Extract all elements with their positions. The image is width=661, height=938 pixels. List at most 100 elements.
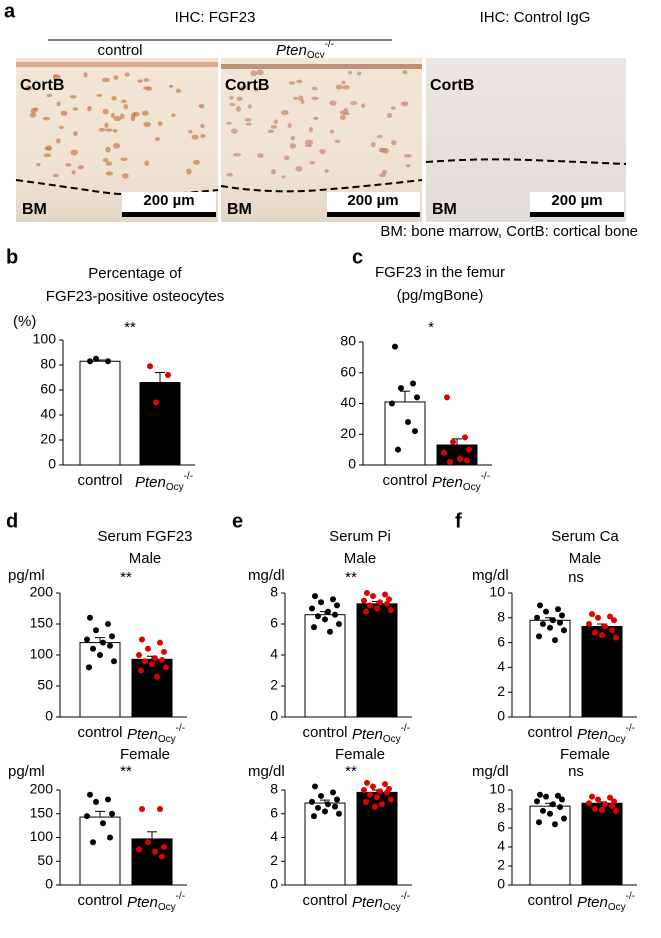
cell [226,121,232,125]
significance: ** [120,569,132,586]
y-axis-unit: mg/dl [248,763,285,780]
y-tick-label: 0 [497,708,505,724]
y-tick-label: 20 [340,425,356,441]
cell [46,93,53,98]
label-part: -/- [401,891,410,902]
data-point [405,418,411,425]
cell [405,164,411,168]
chart-subtitle: Female [120,746,170,763]
cell [105,161,113,166]
cell [73,130,78,137]
cell [141,110,149,116]
cell [253,87,260,92]
data-point [602,801,608,808]
label-part: -/- [626,891,635,902]
data-point [322,808,328,815]
data-point [145,839,151,846]
cell [72,107,78,111]
y-tick-label: 4 [270,646,278,662]
cell [233,153,241,157]
cell [245,122,252,126]
cell [309,161,316,165]
label-part: Pten [432,474,463,491]
x-tick-label: PtenOcy-/- [127,891,185,913]
y-tick-label: 100 [30,828,54,844]
image-label: BM [227,201,252,218]
data-point [90,645,96,652]
y-tick-label: 0 [45,708,53,724]
data-point [325,608,331,615]
data-point [611,617,617,624]
data-point [536,819,542,826]
data-point [595,614,601,621]
label-part: Pten [577,894,608,911]
data-point [386,596,392,603]
data-point [327,628,333,635]
data-point [311,813,317,820]
data-point [550,801,556,808]
cell [33,107,39,112]
cell [52,74,61,81]
data-point [547,624,553,631]
cell [69,95,77,99]
cell [29,112,37,118]
label-part: Ocy [383,734,401,745]
y-tick-label: 10 [489,584,505,600]
panel-letter: f [455,510,462,532]
y-tick-label: 2 [270,852,278,868]
data-point [161,648,167,655]
data-point [592,629,598,636]
y-tick-label: 6 [497,633,505,649]
y-tick-label: 150 [30,615,54,631]
cell [288,81,296,85]
cell [104,122,109,128]
y-tick-label: 50 [37,677,53,693]
x-tick-label: PtenOcy-/- [352,723,410,745]
cell [300,99,305,104]
x-tick-label: PtenOcy-/- [135,471,193,493]
data-point [384,600,390,607]
y-tick-label: 60 [340,363,356,379]
data-point [157,639,163,646]
cell [244,118,252,122]
data-point [609,627,615,634]
data-point [367,602,373,609]
data-point [370,783,376,790]
data-point [312,783,318,790]
data-point [100,639,106,646]
data-point [372,803,378,810]
data-point [332,803,338,810]
y-tick-label: 8 [497,609,505,625]
data-point [382,781,388,788]
cell [120,157,128,161]
cell [105,146,111,153]
y-tick-label: 4 [270,828,278,844]
x-tick-label: control [77,724,122,741]
y-tick-label: 8 [270,584,278,600]
cell [270,124,278,129]
cell [391,139,397,146]
cell [113,75,119,80]
data-point [602,623,608,630]
cell [77,165,85,170]
data-point [336,810,342,817]
data-point [410,380,416,387]
cell [236,96,243,102]
y-tick-label: 200 [30,781,54,797]
chart-title: Serum Pi [329,528,391,545]
y-axis-unit: mg/dl [472,567,509,584]
cell [70,149,79,156]
cell [43,153,52,158]
y-tick-label: 50 [37,852,53,868]
data-point [555,792,561,799]
data-point [309,605,315,612]
panel-letter: a [4,0,16,22]
cell [65,162,72,167]
scale-label: 200 µm [143,192,194,209]
y-tick-label: 100 [30,646,54,662]
data-point [100,820,106,827]
data-point [457,455,463,462]
y-tick-label: 2 [270,677,278,693]
chart-subtitle: Male [344,550,377,567]
